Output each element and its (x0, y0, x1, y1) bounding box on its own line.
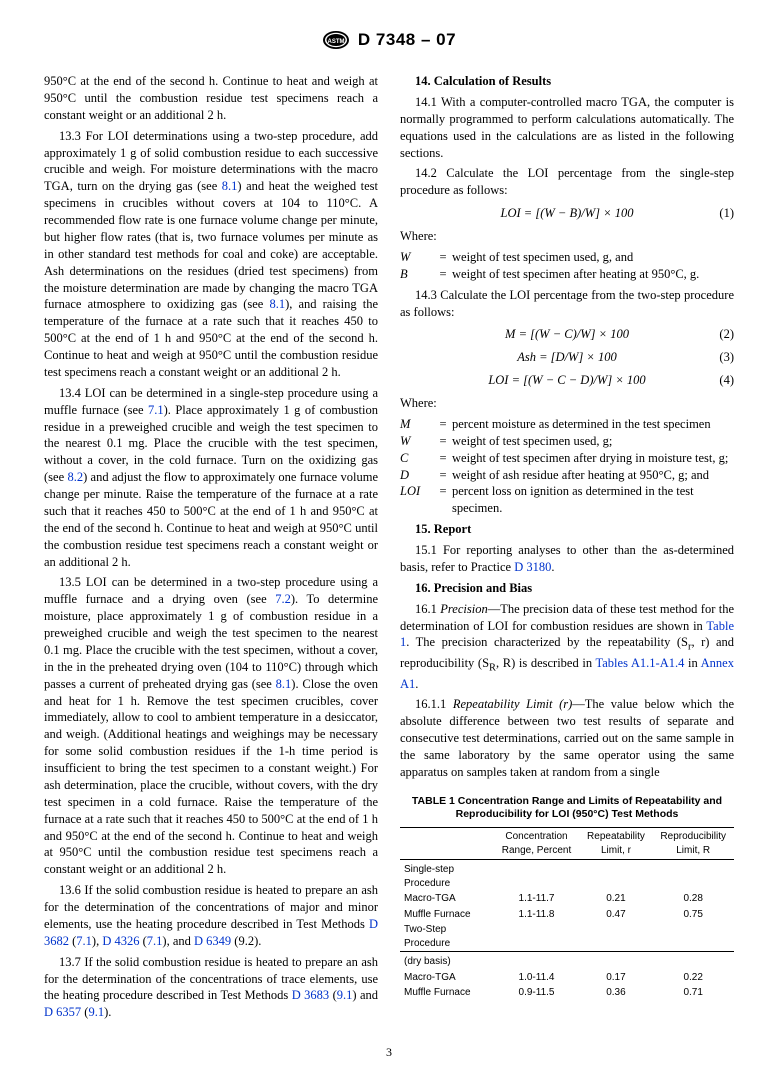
para-14-2: 14.2 Calculate the LOI percentage from t… (400, 165, 734, 199)
xref-d4326p[interactable]: 7.1 (147, 934, 163, 948)
para-13-6: 13.6 If the solid combustion residue is … (44, 882, 378, 950)
where-label-2: Where: (400, 395, 734, 412)
para-16-1-1: 16.1.1 Repeatability Limit (r)—The value… (400, 696, 734, 780)
xref-8-1c[interactable]: 8.1 (276, 677, 292, 691)
body-columns: 950°C at the end of the second h. Contin… (44, 73, 734, 1021)
para-13-2-cont: 950°C at the end of the second h. Contin… (44, 73, 378, 124)
table-1-grid: Concentration Range, Percent Repeatabili… (400, 827, 734, 1001)
section-16-head: 16. Precision and Bias (400, 580, 734, 597)
para-13-5: 13.5 LOI can be determined in a two-step… (44, 574, 378, 878)
equation-1: LOI = [(W − B)/W] × 100 (1) (400, 205, 734, 222)
xref-d3682p[interactable]: 7.1 (76, 934, 92, 948)
para-15-1: 15.1 For reporting analyses to other tha… (400, 542, 734, 576)
table-row: Macro-TGA1.0-11.40.170.22 (400, 970, 734, 986)
xref-8-1[interactable]: 8.1 (222, 179, 238, 193)
table-1-title: TABLE 1 Concentration Range and Limits o… (400, 795, 734, 821)
table-col-conc: Concentration Range, Percent (494, 828, 580, 860)
table-group-drybasis: (dry basis) (400, 952, 494, 970)
para-13-4: 13.4 LOI can be determined in a single-s… (44, 385, 378, 571)
xref-7-1[interactable]: 7.1 (148, 403, 164, 417)
table-col-r: Repeatability Limit, r (579, 828, 652, 860)
where-block-2: M=percent moisture as determined in the … (400, 416, 734, 517)
table-row: Muffle Furnace0.9-11.50.360.71 (400, 985, 734, 1001)
para-14-1: 14.1 With a computer-controlled macro TG… (400, 94, 734, 162)
table-row: Muffle Furnace1.1-11.80.470.75 (400, 907, 734, 923)
equation-2: M = [(W − C)/W] × 100(2) (400, 326, 734, 343)
header: ASTM D 7348 – 07 (44, 30, 734, 55)
xref-8-1b[interactable]: 8.1 (269, 297, 285, 311)
xref-d4326[interactable]: D 4326 (102, 934, 139, 948)
para-16-1: 16.1 Precision—The precision data of the… (400, 601, 734, 693)
xref-d3683p[interactable]: 9.1 (337, 988, 353, 1002)
where-label-1: Where: (400, 228, 734, 245)
equation-3: Ash = [D/W] × 100(3) (400, 349, 734, 366)
section-15-head: 15. Report (400, 521, 734, 538)
designation: D 7348 – 07 (358, 30, 456, 50)
xref-tables-a1[interactable]: Tables A1.1-A1.4 (596, 656, 685, 670)
xref-8-2[interactable]: 8.2 (67, 470, 83, 484)
xref-d3683[interactable]: D 3683 (292, 988, 329, 1002)
section-14-head: 14. Calculation of Results (400, 73, 734, 90)
para-14-3: 14.3 Calculate the LOI percentage from t… (400, 287, 734, 321)
xref-d6357[interactable]: D 6357 (44, 1005, 81, 1019)
table-row: Macro-TGA1.1-11.70.210.28 (400, 891, 734, 907)
table-1: TABLE 1 Concentration Range and Limits o… (400, 795, 734, 1001)
where-block-1: W=weight of test specimen used, g, and B… (400, 249, 734, 283)
astm-logo-icon: ASTM (322, 30, 350, 50)
table-col-R: Reproducibility Limit, R (652, 828, 734, 860)
svg-text:ASTM: ASTM (327, 39, 344, 45)
page: ASTM D 7348 – 07 950°C at the end of the… (0, 0, 778, 1080)
para-13-7: 13.7 If the solid combustion residue is … (44, 954, 378, 1022)
xref-d6349[interactable]: D 6349 (194, 934, 231, 948)
xref-d3180[interactable]: D 3180 (514, 560, 551, 574)
para-13-3: 13.3 For LOI determinations using a two-… (44, 128, 378, 381)
table-group-single: Single-step Procedure (400, 860, 494, 892)
equation-4: LOI = [(W − C − D)/W] × 100(4) (400, 372, 734, 389)
xref-d6357p[interactable]: 9.1 (88, 1005, 104, 1019)
page-number: 3 (44, 1045, 734, 1060)
xref-7-2[interactable]: 7.2 (275, 592, 291, 606)
table-group-two: Two-Step Procedure (400, 922, 494, 952)
